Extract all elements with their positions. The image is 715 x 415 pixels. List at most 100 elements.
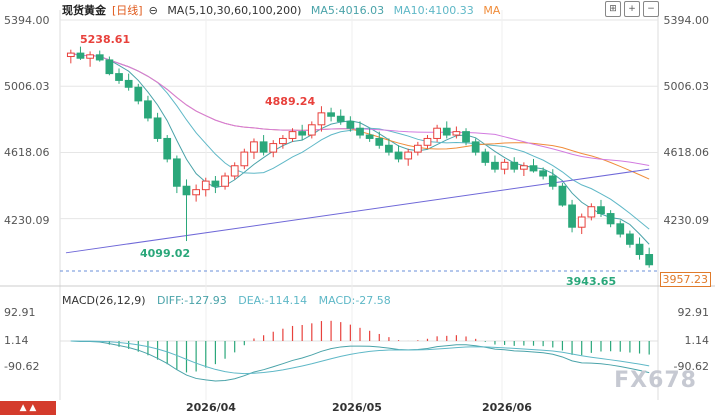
candle-body	[491, 161, 499, 170]
candle-body	[529, 165, 538, 172]
price-axis-label: 4230.09	[663, 214, 710, 227]
watermark-logo: FX678	[614, 368, 697, 393]
candle-body	[288, 131, 297, 139]
candle-body	[105, 59, 114, 75]
candle-body	[163, 137, 172, 160]
macd-diff-line	[70, 340, 650, 382]
macd-axis-label: 1.14	[684, 334, 710, 347]
candle-body	[568, 204, 576, 228]
candle-body	[259, 141, 268, 153]
candle-body	[433, 127, 441, 139]
candle-body	[279, 137, 287, 145]
macd-axis-label: 92.91	[4, 306, 36, 319]
candle-body	[76, 52, 85, 59]
ma-indicator-label[interactable]: MA(5,10,30,60,100,200)	[167, 4, 302, 17]
last-price-badge: 3957.23	[659, 272, 711, 287]
candle-body	[606, 213, 615, 225]
high-annotation: 4889.24	[265, 95, 316, 108]
settings-icon[interactable]: ⊖	[148, 4, 158, 17]
candle-body	[616, 223, 625, 235]
high-annotation: 5238.61	[80, 33, 131, 46]
macd-diff: DIFF:-127.93	[157, 294, 227, 307]
candle-body	[375, 137, 384, 146]
candle-body	[66, 52, 75, 58]
candle-body	[442, 127, 451, 136]
candle-body	[413, 144, 422, 153]
candle-body	[230, 165, 239, 177]
price-axis-label: 4618.06	[4, 146, 50, 159]
price-axis-label: 4230.09	[4, 214, 50, 227]
candle-body	[587, 206, 596, 218]
candle-body	[626, 233, 634, 245]
candle-body	[269, 143, 278, 153]
candle-body	[635, 243, 644, 256]
date-axis-label: 2026/04	[186, 401, 236, 414]
ma-line	[70, 52, 650, 166]
candle-body	[153, 117, 162, 139]
date-axis-label: 2026/06	[482, 401, 532, 414]
macd-dea: DEA:-114.14	[238, 294, 308, 307]
macd-axis-label: 92.91	[677, 306, 710, 319]
candle-body	[346, 120, 355, 129]
macd-legend: MACD(26,12,9) DIFF:-127.93 DEA:-114.14 M…	[62, 294, 399, 307]
candle-body	[201, 180, 210, 191]
instrument-title: 现货黄金	[62, 4, 106, 17]
candle-body	[452, 131, 461, 136]
ma-line	[65, 168, 650, 254]
low-annotation: 4099.02	[140, 247, 191, 260]
candle-body	[192, 189, 201, 196]
ma-line	[70, 52, 650, 245]
candle-body	[577, 216, 586, 228]
candle-body	[519, 165, 528, 170]
candle-body	[172, 158, 181, 187]
price-axis-label: 5006.03	[4, 80, 50, 93]
macd-value: MACD:-27.58	[318, 294, 391, 307]
macd-axis-label: 1.14	[4, 334, 29, 347]
candle-body	[327, 112, 335, 117]
candle-body	[365, 134, 374, 139]
price-axis-label: 4618.06	[663, 146, 710, 159]
brand-badge-icon: ▲ ▲	[0, 401, 56, 415]
price-axis-label: 5006.03	[663, 80, 710, 93]
candle-body	[307, 124, 316, 136]
candle-body	[298, 131, 307, 136]
candle-body	[394, 151, 403, 160]
candle-body	[144, 100, 152, 119]
price-axis-label: 5394.00	[663, 14, 710, 27]
candle-body	[423, 137, 432, 146]
candle-body	[221, 175, 229, 187]
candle-body	[356, 127, 364, 136]
candle-body	[95, 54, 104, 61]
ma-extra: MA	[483, 4, 501, 17]
candle-body	[404, 151, 413, 160]
period-selector[interactable]: [日线]	[112, 4, 143, 17]
candle-body	[481, 151, 490, 163]
candle-body	[336, 115, 345, 122]
crosshair-icon[interactable]: ⊞	[605, 1, 621, 17]
price-axis-label: 5394.00	[4, 14, 50, 27]
low-annotation: 3943.65	[566, 275, 617, 288]
macd-axis-label: -90.62	[673, 360, 709, 373]
ma5-value: MA5:4016.03	[310, 4, 385, 17]
candle-body	[539, 170, 548, 177]
candle-body	[182, 185, 191, 196]
date-axis-label: 2026/05	[332, 401, 382, 414]
candle-body	[471, 141, 480, 153]
candle-body	[86, 54, 94, 59]
candle-body	[115, 73, 123, 81]
ma10-value: MA10:4100.33	[393, 4, 474, 17]
candle-body	[500, 161, 509, 170]
candle-body	[645, 254, 654, 266]
zoom-in-icon[interactable]: +	[624, 1, 640, 17]
macd-indicator-label[interactable]: MACD(26,12,9)	[62, 294, 146, 307]
candle-body	[385, 144, 393, 153]
candle-body	[462, 131, 470, 143]
candle-body	[134, 86, 143, 102]
zoom-out-icon[interactable]: −	[643, 1, 659, 17]
macd-axis-label: -90.62	[4, 360, 40, 373]
candle-body	[250, 141, 258, 153]
candle-body	[510, 161, 519, 170]
main-legend: 现货黄金 [日线] ⊖ MA(5,10,30,60,100,200) MA5:401…	[62, 2, 506, 18]
candle-body	[124, 79, 133, 88]
